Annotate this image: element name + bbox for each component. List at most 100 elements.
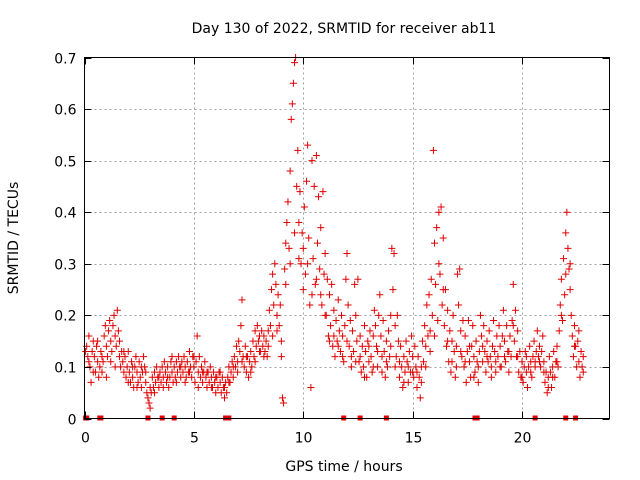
data-point-356 <box>471 368 479 376</box>
data-point-25 <box>109 322 117 330</box>
data-point-553 <box>509 322 517 330</box>
data-point-465 <box>124 378 132 386</box>
data-point-555 <box>518 373 526 381</box>
data-point-183 <box>282 239 290 247</box>
data-point-294 <box>403 358 411 366</box>
y-tick-label-3: 0.3 <box>54 258 76 274</box>
data-point-540 <box>452 363 460 371</box>
data-point-443 <box>566 286 574 294</box>
data-point-562 <box>549 373 557 381</box>
data-point-549 <box>492 358 500 366</box>
data-point-342 <box>456 265 464 273</box>
data-point-565 <box>562 270 570 278</box>
data-point-29 <box>113 306 121 314</box>
data-point-381 <box>498 332 506 340</box>
data-point-396 <box>515 368 523 376</box>
data-point-450 <box>574 337 582 345</box>
data-point-457 <box>89 368 97 376</box>
data-point-355 <box>470 353 478 361</box>
data-point-377 <box>494 353 502 361</box>
data-point-422 <box>543 389 551 397</box>
x-tick-labels: 0 5 10 15 20 <box>81 431 531 447</box>
data-point-431 <box>553 342 561 350</box>
data-point-406 <box>526 342 534 350</box>
data-point-22 <box>106 317 114 325</box>
data-point-357 <box>472 337 480 345</box>
data-point-414 <box>534 353 542 361</box>
data-point-227 <box>330 306 338 314</box>
data-point-420 <box>541 378 549 386</box>
data-point-10 <box>93 342 101 350</box>
data-point-206 <box>307 384 315 392</box>
data-point-501 <box>282 280 290 288</box>
data-point-204 <box>305 234 313 242</box>
data-point-21 <box>105 327 113 335</box>
data-point-531 <box>413 368 421 376</box>
data-point-8 <box>90 353 98 361</box>
data-point-374 <box>491 347 499 355</box>
data-point-349 <box>463 347 471 355</box>
y-tick-labels: 0 0.1 0.2 0.3 0.4 0.5 0.6 0.7 <box>54 52 76 429</box>
data-point-532 <box>417 378 425 386</box>
data-point-256 <box>362 347 370 355</box>
data-point-151 <box>247 347 255 355</box>
data-point-17 <box>100 332 108 340</box>
data-point-277 <box>385 327 393 335</box>
x-tick-label-4: 20 <box>514 431 532 447</box>
data-point-273 <box>380 347 388 355</box>
data-point-387 <box>505 368 513 376</box>
data-point-504 <box>295 255 303 263</box>
data-point-312 <box>423 301 431 309</box>
data-point-58 <box>145 399 153 407</box>
data-point-515 <box>343 337 351 345</box>
data-point-524 <box>382 358 390 366</box>
data-point-523 <box>378 368 386 376</box>
data-point-42 <box>128 358 136 366</box>
data-point-90 <box>180 353 188 361</box>
data-point-171 <box>269 270 277 278</box>
data-point-494 <box>251 358 259 366</box>
data-point-284 <box>392 353 400 361</box>
data-point-173 <box>271 260 279 268</box>
data-point-2 <box>84 353 92 361</box>
data-point-513 <box>334 342 342 350</box>
data-point-100 <box>191 378 199 386</box>
data-point-210 <box>311 280 319 288</box>
data-point-224 <box>327 322 335 330</box>
y-tick-label-2: 0.2 <box>54 309 76 325</box>
data-point-170 <box>268 286 276 294</box>
data-point-319 <box>431 239 438 247</box>
data-point-178 <box>276 301 284 309</box>
data-point-205 <box>306 301 314 309</box>
data-point-55 <box>142 378 150 386</box>
data-point-238 <box>342 275 350 283</box>
data-point-410 <box>530 337 538 345</box>
data-point-569 <box>579 368 587 376</box>
data-point-293 <box>402 337 410 345</box>
data-point-544 <box>470 373 478 381</box>
data-point-26 <box>110 311 118 319</box>
data-point-492 <box>242 353 250 361</box>
data-point-152 <box>248 363 256 371</box>
data-point-235 <box>339 332 347 340</box>
data-point-496 <box>260 353 268 361</box>
data-point-417 <box>538 347 546 355</box>
data-point-488 <box>225 378 233 386</box>
data-point-502 <box>286 260 294 268</box>
data-point-165 <box>262 337 270 345</box>
data-point-305 <box>415 373 423 381</box>
data-point-283 <box>391 322 399 330</box>
data-point-263 <box>369 332 377 340</box>
data-point-425 <box>546 368 554 376</box>
data-point-24 <box>108 347 116 355</box>
data-point-251 <box>356 332 364 340</box>
data-point-460 <box>102 373 110 381</box>
data-point-248 <box>353 337 361 345</box>
data-point-181 <box>280 399 288 407</box>
data-point-366 <box>482 368 490 376</box>
data-point-189 <box>288 100 296 108</box>
data-point-392 <box>510 337 518 345</box>
data-point-262 <box>368 368 376 376</box>
data-point-434 <box>556 301 564 309</box>
data-point-279 <box>387 311 395 319</box>
